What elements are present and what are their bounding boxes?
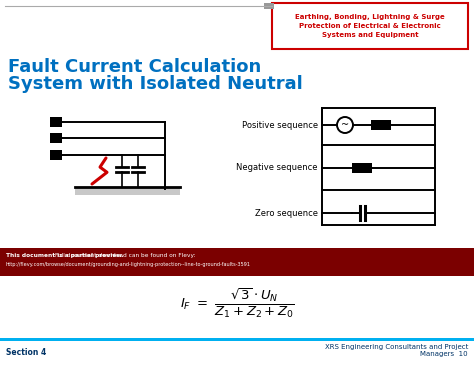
Bar — [50, 133, 62, 143]
Text: Fault Current Calculation: Fault Current Calculation — [8, 58, 261, 76]
Text: System with Isolated Neutral: System with Isolated Neutral — [8, 75, 303, 93]
Bar — [0, 338, 474, 341]
Bar — [352, 163, 372, 173]
Text: XRS Engineering Consultants and Project
Managers  10: XRS Engineering Consultants and Project … — [325, 344, 468, 357]
Text: http://flevy.com/browse/document/grounding-and-lightning-protection--line-to-gro: http://flevy.com/browse/document/groundi… — [6, 262, 251, 267]
Bar — [75, 188, 180, 195]
Text: $I_F \ = \ \dfrac{\sqrt{3} \cdot U_N}{Z_1 + Z_2 + Z_0}$: $I_F \ = \ \dfrac{\sqrt{3} \cdot U_N}{Z_… — [180, 287, 294, 320]
Bar — [0, 248, 474, 276]
Text: Positive sequence: Positive sequence — [242, 120, 318, 130]
Bar — [50, 150, 62, 160]
Text: Section 4: Section 4 — [6, 348, 46, 357]
Bar — [272, 3, 468, 49]
Text: Earthing, Bonding, Lightning & Surge
Protection of Electrical & Electronic
Syste: Earthing, Bonding, Lightning & Surge Pro… — [295, 15, 445, 37]
Text: ~: ~ — [341, 120, 349, 130]
Bar — [371, 120, 391, 130]
Text: This document is a partial preview.: This document is a partial preview. — [6, 253, 124, 258]
Bar — [264, 3, 274, 9]
Bar — [50, 117, 62, 127]
Text: Negative sequence: Negative sequence — [237, 164, 318, 172]
Text: Zero sequence: Zero sequence — [255, 209, 318, 217]
Text: Full document download can be found on Flevy:: Full document download can be found on F… — [53, 253, 196, 258]
